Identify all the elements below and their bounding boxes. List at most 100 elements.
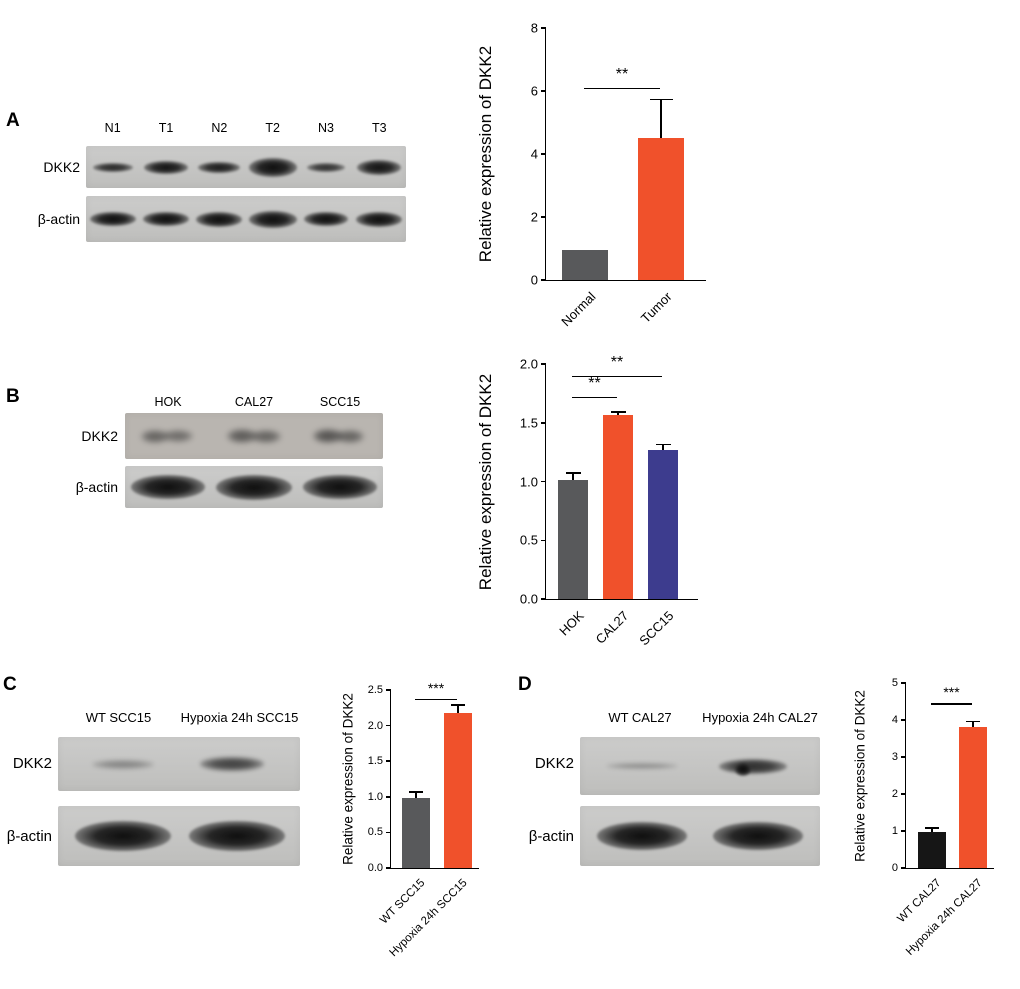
y-tick <box>541 539 546 541</box>
significance-line <box>584 87 660 90</box>
y-tick-label: 0 <box>891 862 898 874</box>
y-tick <box>901 867 906 869</box>
protein-band <box>712 822 803 850</box>
blot-d-dkk2-image <box>580 737 820 795</box>
blot-c-dkk2-label: DKK2 <box>12 755 52 772</box>
y-tick <box>386 796 391 798</box>
error-bar-cap <box>649 98 673 101</box>
protein-band <box>92 162 133 172</box>
y-tick <box>541 153 546 155</box>
significance-stars: ** <box>610 353 624 371</box>
y-tick-label: 4 <box>891 714 898 726</box>
chart-panel-c: Relative expression of DKK2 0.0 0.5 1.0 1.5 2… <box>333 663 528 989</box>
protein-band <box>356 211 403 227</box>
y-tick-label: 2.5 <box>367 684 383 696</box>
blot-b-lane-labels: HOK CAL27 SCC15 <box>125 395 383 411</box>
protein-band <box>227 429 258 443</box>
significance-line <box>415 698 457 701</box>
blot-a-actin-image <box>86 196 406 242</box>
protein-band <box>196 211 243 227</box>
protein-band <box>735 762 752 776</box>
bar-tumor <box>638 138 684 280</box>
protein-band <box>313 429 344 443</box>
lane-label: CAL27 <box>234 395 274 409</box>
y-tick-label: 0.5 <box>367 826 383 839</box>
bar-hypoxia-24h-cal27 <box>959 727 987 868</box>
blot-b-dkk2-image <box>125 413 383 459</box>
y-tick-label: 2 <box>891 788 898 800</box>
x-category-label: CAL27 <box>592 608 632 647</box>
blot-d-actin-image <box>580 806 820 866</box>
significance-stars: ** <box>615 65 629 83</box>
error-bar <box>660 98 662 139</box>
blot-a-actin-label: β-actin <box>37 211 80 227</box>
blot-d-lane-labels: WT CAL27 Hypoxia 24h CAL27 <box>580 710 820 726</box>
protein-band <box>144 160 188 174</box>
protein-band <box>189 821 286 851</box>
y-tick <box>541 363 546 365</box>
plot-area: 0 1 2 3 4 5 <box>892 677 994 874</box>
y-tick <box>541 422 546 424</box>
blot-c-dkk2-image <box>58 737 300 791</box>
y-tick-label: 0.5 <box>519 532 538 548</box>
y-tick <box>386 724 391 727</box>
blot-a-lane-labels: N1 T1 N2 T2 N3 T3 <box>86 121 406 137</box>
error-bar <box>931 827 933 833</box>
protein-band <box>250 429 281 443</box>
error-bar-cap <box>966 720 980 723</box>
y-tick-label: 1.0 <box>519 474 538 489</box>
lane-label: N1 <box>104 121 121 135</box>
y-tick-label: 2.0 <box>367 719 383 732</box>
lane-label: Hypoxia 24h CAL27 <box>702 710 818 725</box>
protein-band <box>143 212 189 226</box>
y-tick-label: 1.5 <box>519 415 538 431</box>
bar-wt-scc15 <box>402 798 430 868</box>
error-bar <box>972 720 974 728</box>
bar-hok <box>558 480 588 599</box>
protein-band <box>307 162 345 172</box>
significance-line <box>572 375 662 378</box>
significance-stars: *** <box>943 684 960 701</box>
x-category-label: Hypoxia 24h SCC15 <box>387 877 470 960</box>
lane-label: T3 <box>372 121 387 135</box>
lane-label: N2 <box>211 121 228 135</box>
y-tick <box>541 480 546 483</box>
protein-band <box>131 475 205 499</box>
protein-band <box>75 821 172 851</box>
y-tick <box>901 719 906 721</box>
error-bar-cap <box>409 791 423 793</box>
protein-band <box>606 763 679 769</box>
lane-label: N3 <box>318 121 334 135</box>
y-tick-label: 1.5 <box>367 755 383 768</box>
error-bar <box>415 791 417 799</box>
panel-d-letter: D <box>518 674 532 695</box>
lane-label: T1 <box>158 121 174 135</box>
protein-band <box>248 157 297 177</box>
error-bar-cap <box>451 704 465 706</box>
y-tick-label: 2 <box>530 209 538 225</box>
blot-b-actin-label: β-actin <box>75 479 118 495</box>
significance-line <box>572 396 617 399</box>
y-tick <box>386 867 391 869</box>
lane-label: WT CAL27 <box>608 710 672 725</box>
y-tick <box>541 279 546 281</box>
y-tick-label: 3 <box>891 751 898 763</box>
chart-panel-a: Relative expression of DKK2 0 2 4 6 8 Normal Tu… <box>470 8 715 348</box>
chart-panel-d: Relative expression of DKK2 0 1 2 3 4 5 WT CAL2… <box>848 663 1020 989</box>
plot-area: 0 2 4 6 8 <box>531 21 706 288</box>
y-tick-label: 4 <box>530 146 538 162</box>
error-bar <box>572 472 574 481</box>
lane-label: T2 <box>265 121 280 135</box>
protein-band <box>303 475 377 499</box>
y-axis-label: Relative expression of DKK2 <box>340 693 356 865</box>
error-bar-cap <box>565 472 581 474</box>
y-tick <box>901 793 906 795</box>
panel-c-letter: C <box>3 674 17 695</box>
protein-band <box>718 758 787 774</box>
significance-line <box>931 703 972 705</box>
x-category-label: Tumor <box>637 289 675 326</box>
error-bar-cap <box>655 443 671 446</box>
y-tick-label: 0 <box>530 272 538 288</box>
chart-panel-b: Relative expression of DKK2 0.0 0.5 1.0 1.5 2… <box>470 352 715 652</box>
bar-cal27 <box>603 414 633 599</box>
